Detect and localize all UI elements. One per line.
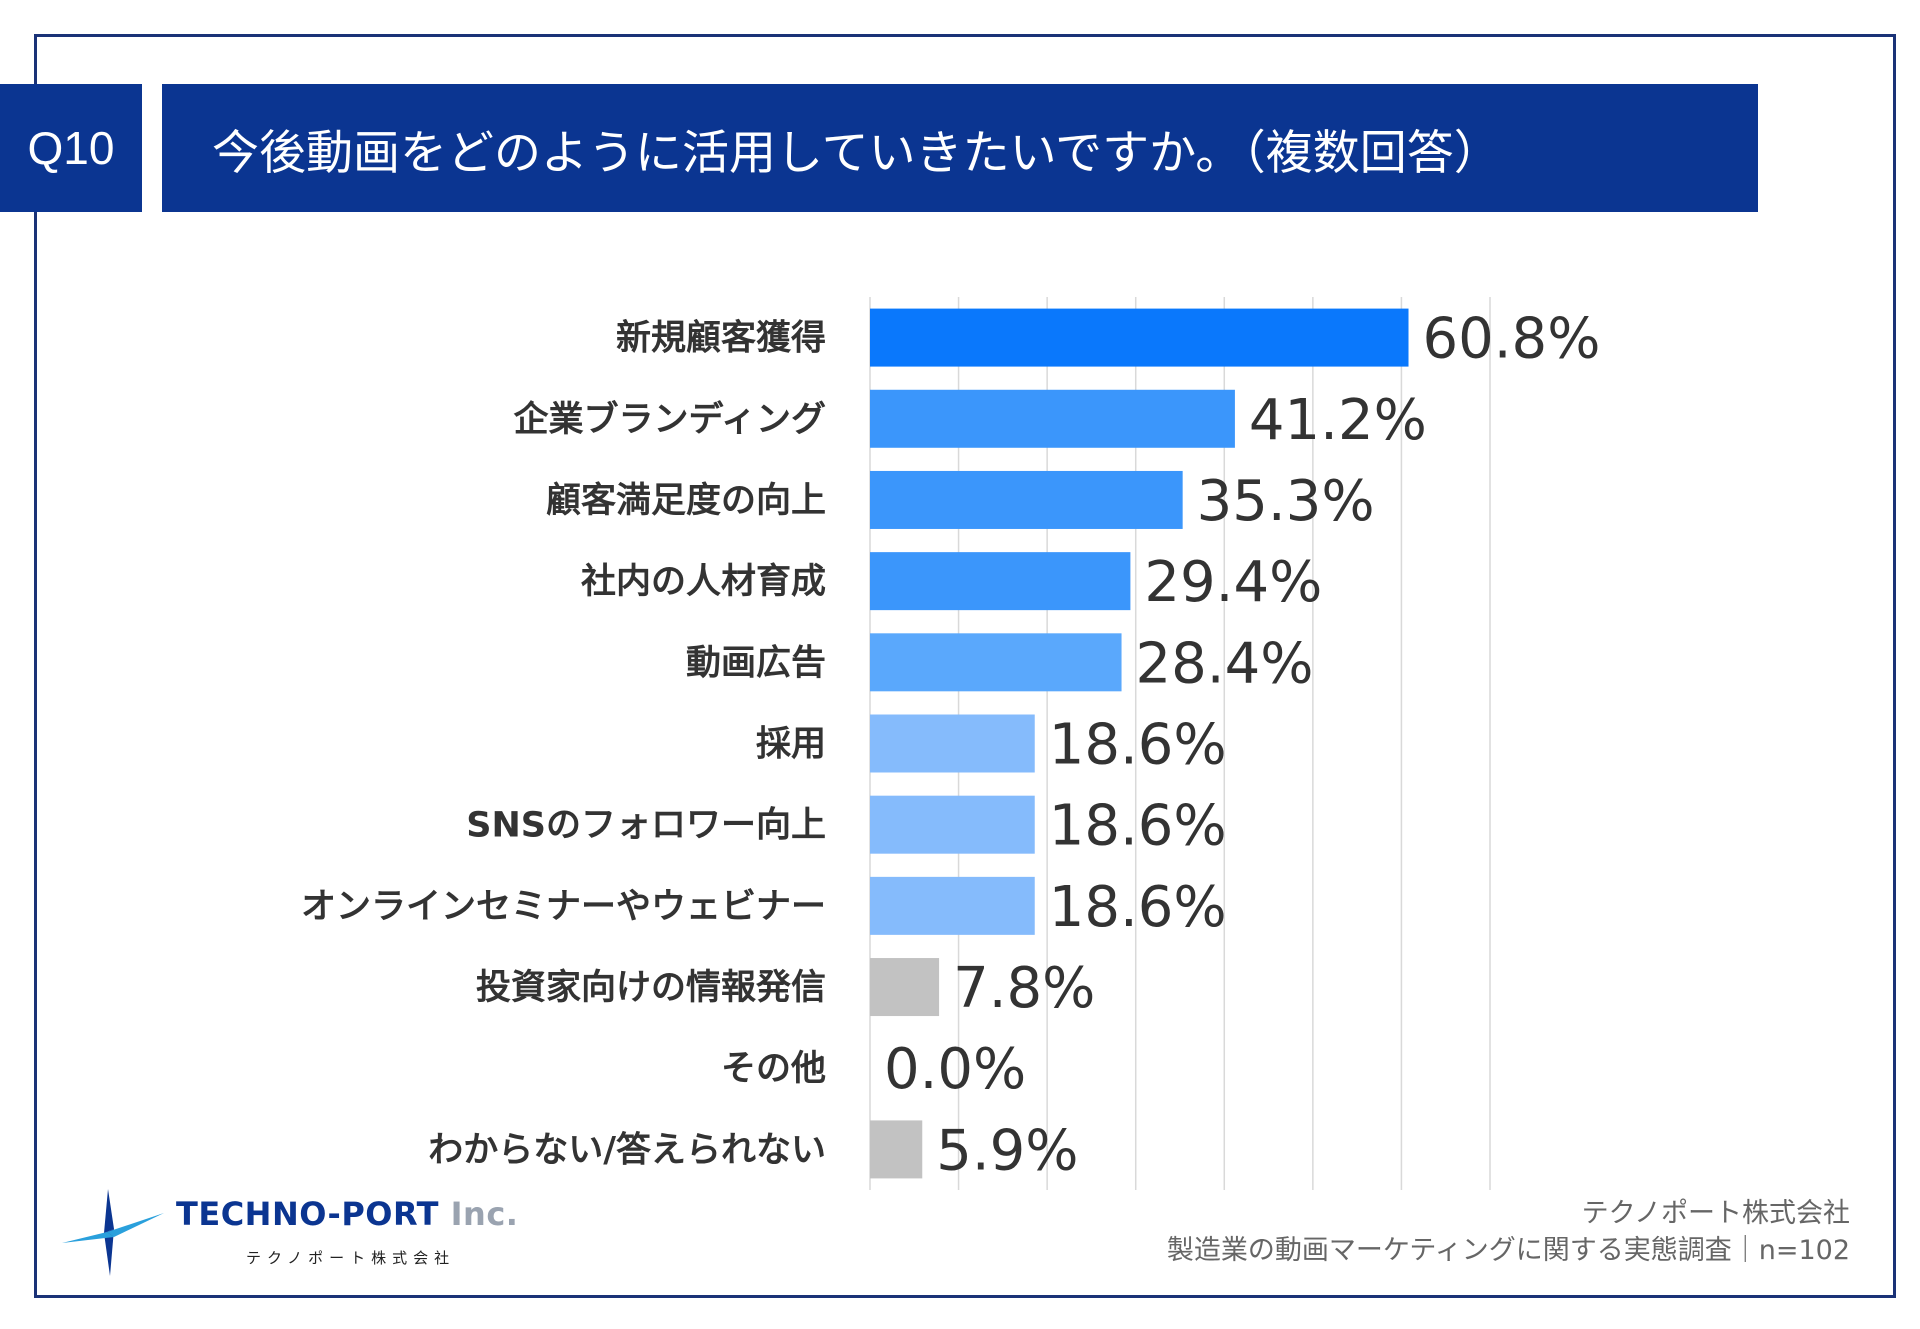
logo-name-suffix: Inc.	[439, 1195, 519, 1233]
value-label: 29.4%	[1144, 550, 1322, 615]
value-label: 41.2%	[1249, 388, 1427, 453]
value-label: 35.3%	[1197, 469, 1375, 534]
value-label: 60.8%	[1423, 307, 1601, 372]
category-label: 企業ブランディング	[513, 399, 826, 440]
category-label: わからない/答えられない	[428, 1130, 826, 1170]
category-label: 顧客満足度の向上	[546, 480, 826, 521]
value-label: 28.4%	[1136, 631, 1314, 696]
question-number-badge: Q10	[0, 84, 142, 212]
value-label: 5.9%	[936, 1118, 1078, 1183]
category-label: 社内の人材育成	[581, 562, 826, 602]
value-label: 18.6%	[1049, 713, 1227, 778]
source-survey: 製造業の動画マーケティングに関する実態調査｜n=102	[1166, 1235, 1850, 1266]
logo-kana: テクノポート株式会社	[246, 1249, 456, 1267]
bar	[870, 1120, 923, 1179]
category-label: 投資家向けの情報発信	[476, 968, 826, 1008]
company-logo: TECHNO-PORT Inc. テクノポート株式会社	[60, 1185, 540, 1280]
logo-wordmark: TECHNO-PORT Inc.	[176, 1195, 518, 1233]
value-label: 0.0%	[884, 1037, 1026, 1102]
source-company: テクノポート株式会社	[1581, 1198, 1850, 1229]
logo-name-main: TECHNO-PORT	[176, 1195, 439, 1233]
category-label: オンラインセミナーやウェビナー	[301, 887, 826, 927]
chart-frame	[34, 34, 1896, 1298]
techno-port-logo-icon	[62, 1189, 164, 1276]
category-label: 動画広告	[686, 643, 826, 683]
bar	[870, 633, 1122, 692]
bar	[870, 470, 1183, 529]
bar	[870, 552, 1131, 611]
bar	[870, 876, 1035, 935]
bar	[870, 714, 1035, 773]
question-title: 今後動画をどのように活用していきたいですか。（複数回答）	[162, 84, 1758, 212]
value-label: 18.6%	[1049, 875, 1227, 940]
value-label: 18.6%	[1049, 794, 1227, 859]
category-label: SNSのフォロワー向上	[466, 806, 826, 846]
category-label: 採用	[756, 725, 826, 765]
source-note: テクノポート株式会社 製造業の動画マーケティングに関する実態調査｜n=102	[1167, 1195, 1850, 1269]
value-label: 7.8%	[953, 956, 1095, 1021]
bar	[870, 795, 1035, 854]
category-label: その他	[721, 1049, 826, 1089]
bar	[870, 308, 1409, 367]
category-label: 新規顧客獲得	[616, 318, 826, 359]
bar	[870, 389, 1235, 448]
bar	[870, 958, 940, 1017]
